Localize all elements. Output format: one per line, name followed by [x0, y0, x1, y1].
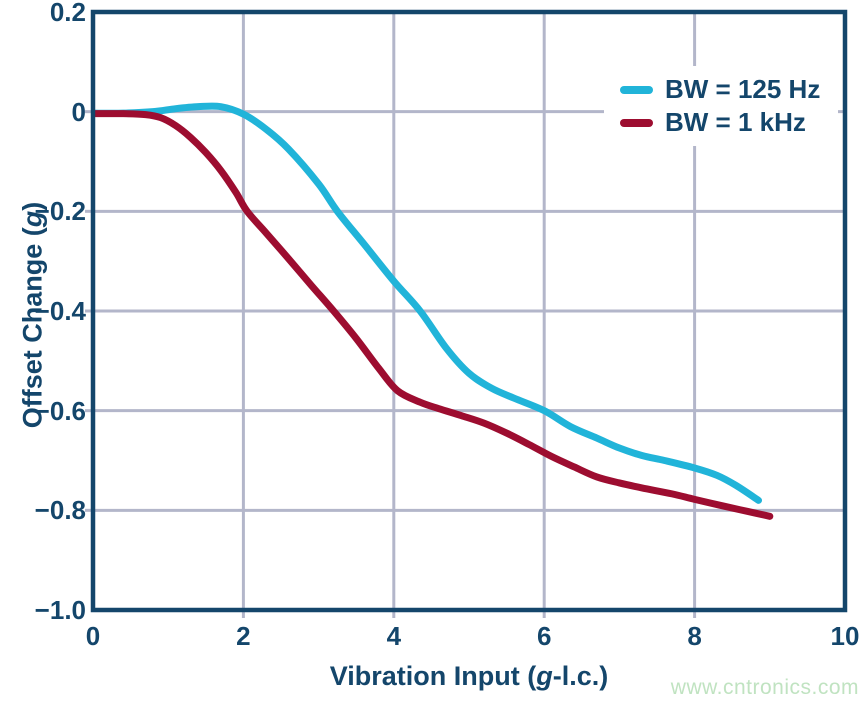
- x-axis-title-prefix: Vibration Input (: [329, 661, 537, 691]
- x-axis-title: Vibration Input (g-l.c.): [330, 661, 609, 692]
- x-tick-label: 4: [386, 621, 402, 651]
- y-axis-title-prefix: Offset Change (: [17, 227, 48, 429]
- watermark: www.cntronics.com: [670, 676, 859, 699]
- y-tick-label: −0.6: [34, 395, 86, 426]
- y-axis-title-italic: g: [17, 210, 48, 228]
- x-tick-label: 8: [687, 621, 702, 651]
- legend-swatch-bw-125hz: [620, 85, 653, 94]
- x-tick-label: 10: [830, 621, 860, 651]
- y-tick-label: −0.4: [34, 296, 86, 326]
- legend-item-bw-1khz: BW = 1 kHz: [620, 106, 820, 139]
- y-tick-label: 0: [71, 96, 86, 127]
- legend-item-bw-125hz: BW = 125 Hz: [620, 73, 820, 106]
- legend-label-bw-125hz: BW = 125 Hz: [665, 74, 821, 104]
- y-tick-label: 0.2: [49, 0, 86, 27]
- legend: BW = 125 Hz BW = 1 kHz: [606, 69, 835, 145]
- series-line-bw-125hz: [92, 102, 763, 504]
- x-tick-label: 2: [236, 621, 251, 651]
- y-tick-label: −0.2: [34, 196, 86, 227]
- plot-frame: [90, 9, 848, 613]
- legend-swatch-bw-1khz: [620, 118, 653, 127]
- legend-label-bw-1khz: BW = 1 kHz: [665, 107, 806, 137]
- x-axis-title-italic: g: [536, 661, 553, 691]
- y-axis-title-suffix: ): [17, 201, 48, 211]
- series-line-bw-1khz: [92, 110, 774, 520]
- y-axis-title: Offset Change (g): [18, 202, 49, 429]
- x-tick-label: 0: [85, 621, 101, 651]
- x-axis-title-suffix: -l.c.): [552, 661, 609, 691]
- x-tick-label: 6: [536, 621, 552, 651]
- y-tick-label: −1.0: [34, 595, 86, 625]
- y-tick-label: −0.8: [34, 495, 86, 526]
